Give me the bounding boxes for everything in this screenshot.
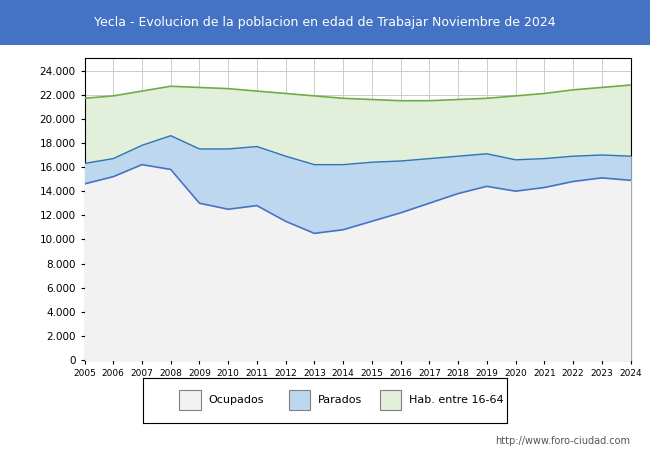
Text: Parados: Parados [318,395,362,405]
Text: Yecla - Evolucion de la poblacion en edad de Trabajar Noviembre de 2024: Yecla - Evolucion de la poblacion en eda… [94,16,556,29]
Text: Hab. entre 16-64: Hab. entre 16-64 [409,395,503,405]
FancyBboxPatch shape [380,390,402,410]
Text: http://www.foro-ciudad.com: http://www.foro-ciudad.com [495,436,630,446]
FancyBboxPatch shape [179,390,202,410]
Text: Ocupados: Ocupados [209,395,264,405]
FancyBboxPatch shape [289,390,311,410]
